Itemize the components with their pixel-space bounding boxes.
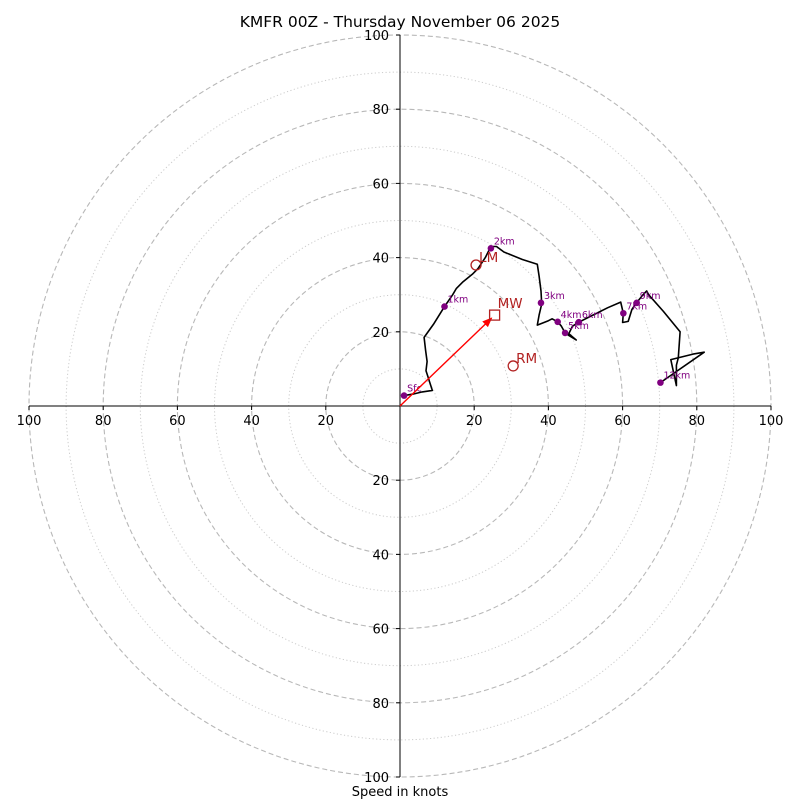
y-tick-label: 60 — [372, 623, 389, 638]
y-tick-label: 80 — [372, 103, 389, 118]
y-tick-label: 40 — [372, 548, 389, 563]
series-line-hodograph — [403, 245, 706, 397]
chart-title: KMFR 00Z - Thursday November 06 2025 — [240, 13, 561, 31]
y-tick-label: 40 — [372, 252, 389, 267]
height-label-1km: 1km — [448, 295, 469, 306]
left-mover-marker — [470, 259, 482, 271]
height-label-6km: 6km — [582, 310, 603, 321]
height-label-12km: 12km — [663, 371, 690, 382]
mean-wind-arrow — [399, 317, 493, 407]
height-marker-12km — [657, 379, 664, 386]
height-label-5km: 5km — [568, 321, 589, 332]
height-marker-2km — [487, 245, 495, 252]
left-mover-label: LM — [479, 250, 498, 266]
hodograph-trace — [403, 245, 706, 397]
x-tick-label: 20 — [466, 414, 483, 429]
y-tick-label: 100 — [364, 29, 389, 44]
height-label-9km: 9km — [640, 291, 661, 302]
x-tick-label: 80 — [689, 414, 706, 429]
x-tick-label: 40 — [540, 414, 557, 429]
height-label-4km: 4km — [561, 310, 582, 321]
y-tick-label: 20 — [372, 474, 389, 489]
right-mover-label: RM — [516, 351, 537, 367]
x-tick-label: 80 — [95, 414, 112, 429]
x-tick-label: 40 — [243, 414, 260, 429]
height-label-3km: 3km — [544, 291, 565, 302]
x-tick-label: 20 — [318, 414, 335, 429]
y-tick-label: 20 — [372, 326, 389, 341]
height-marker-3km — [537, 299, 545, 307]
mean-wind-label: MW — [498, 296, 523, 312]
height-marker-7km — [620, 309, 627, 317]
height-label-2km: 2km — [494, 236, 515, 247]
height-marker-4km — [554, 318, 561, 326]
x-axis-label: Speed in knots — [352, 785, 449, 800]
height-label-7km: 7km — [626, 301, 647, 312]
tick-labels: 100 80 60 40 20 20 40 60 80 100 100 80 60 40 20 20 40 60 8… — [17, 29, 784, 786]
height-marker-Sfc — [400, 392, 408, 399]
y-tick-label: 100 — [364, 771, 389, 786]
height-marker-9km — [633, 299, 640, 307]
height-label-Sfc: Sfc — [407, 384, 422, 395]
y-tick-label: 60 — [372, 177, 389, 192]
height-marker-6km — [575, 318, 583, 326]
y-tick-label: 80 — [372, 697, 389, 712]
mean-wind-marker — [488, 309, 501, 321]
storm-motion: MW LM RM — [399, 250, 537, 407]
right-mover-marker — [507, 360, 519, 372]
height-marker-1km — [441, 303, 448, 310]
x-tick-label: 60 — [614, 414, 631, 429]
x-tick-label: 60 — [169, 414, 186, 429]
height-marker-5km — [561, 329, 569, 337]
x-tick-label: 100 — [759, 414, 784, 429]
x-tick-label: 100 — [17, 414, 42, 429]
